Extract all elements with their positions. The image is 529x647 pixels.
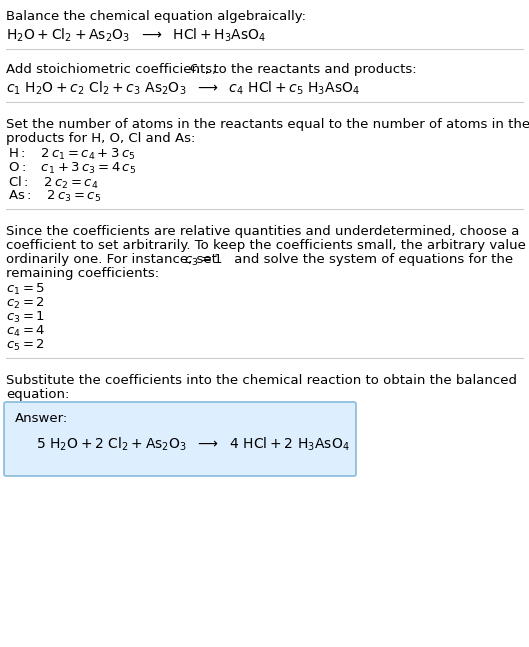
Text: $\mathregular{As:}\quad 2\,c_3 = c_5$: $\mathregular{As:}\quad 2\,c_3 = c_5$ <box>8 189 101 204</box>
Text: $c_1 = 5$: $c_1 = 5$ <box>6 282 45 297</box>
Text: Set the number of atoms in the reactants equal to the number of atoms in the: Set the number of atoms in the reactants… <box>6 118 529 131</box>
Text: $c_2 = 2$: $c_2 = 2$ <box>6 296 45 311</box>
Text: coefficient to set arbitrarily. To keep the coefficients small, the arbitrary va: coefficient to set arbitrarily. To keep … <box>6 239 529 252</box>
Text: Answer:: Answer: <box>15 412 68 425</box>
FancyBboxPatch shape <box>4 402 356 476</box>
Text: $c_5 = 2$: $c_5 = 2$ <box>6 338 45 353</box>
Text: equation:: equation: <box>6 388 69 401</box>
Text: Substitute the coefficients into the chemical reaction to obtain the balanced: Substitute the coefficients into the che… <box>6 374 517 387</box>
Text: $\mathregular{H_2O + Cl_2 + As_2O_3\ \ \longrightarrow\ \ HCl + H_3AsO_4}$: $\mathregular{H_2O + Cl_2 + As_2O_3\ \ \… <box>6 27 266 45</box>
Text: Add stoichiometric coefficients,: Add stoichiometric coefficients, <box>6 63 221 76</box>
Text: $c_4 = 4$: $c_4 = 4$ <box>6 324 45 339</box>
Text: $\mathregular{H:}\quad 2\,c_1 = c_4 + 3\,c_5$: $\mathregular{H:}\quad 2\,c_1 = c_4 + 3\… <box>8 147 135 162</box>
Text: $\mathregular{O:}\quad c_1 + 3\,c_3 = 4\,c_5$: $\mathregular{O:}\quad c_1 + 3\,c_3 = 4\… <box>8 161 136 176</box>
Text: $c_3 = 1$: $c_3 = 1$ <box>184 253 223 268</box>
Text: $5\ \mathregular{H_2O} + 2\ \mathregular{Cl_2} + \mathregular{As_2O_3}\ \ \longr: $5\ \mathregular{H_2O} + 2\ \mathregular… <box>36 436 350 454</box>
Text: remaining coefficients:: remaining coefficients: <box>6 267 159 280</box>
Text: , to the reactants and products:: , to the reactants and products: <box>205 63 417 76</box>
Text: $c_3 = 1$: $c_3 = 1$ <box>6 310 45 325</box>
Text: Since the coefficients are relative quantities and underdetermined, choose a: Since the coefficients are relative quan… <box>6 225 519 238</box>
Text: $c_1\ \mathregular{H_2O} + c_2\ \mathregular{Cl_2} + c_3\ \mathregular{As_2O_3}\: $c_1\ \mathregular{H_2O} + c_2\ \mathreg… <box>6 80 360 98</box>
Text: $\mathregular{Cl:}\quad 2\,c_2 = c_4$: $\mathregular{Cl:}\quad 2\,c_2 = c_4$ <box>8 175 98 191</box>
Text: Balance the chemical equation algebraically:: Balance the chemical equation algebraica… <box>6 10 306 23</box>
Text: and solve the system of equations for the: and solve the system of equations for th… <box>230 253 513 266</box>
Text: products for H, O, Cl and As:: products for H, O, Cl and As: <box>6 132 195 145</box>
Text: ordinarily one. For instance, set: ordinarily one. For instance, set <box>6 253 221 266</box>
Text: $c_i$: $c_i$ <box>189 63 201 76</box>
